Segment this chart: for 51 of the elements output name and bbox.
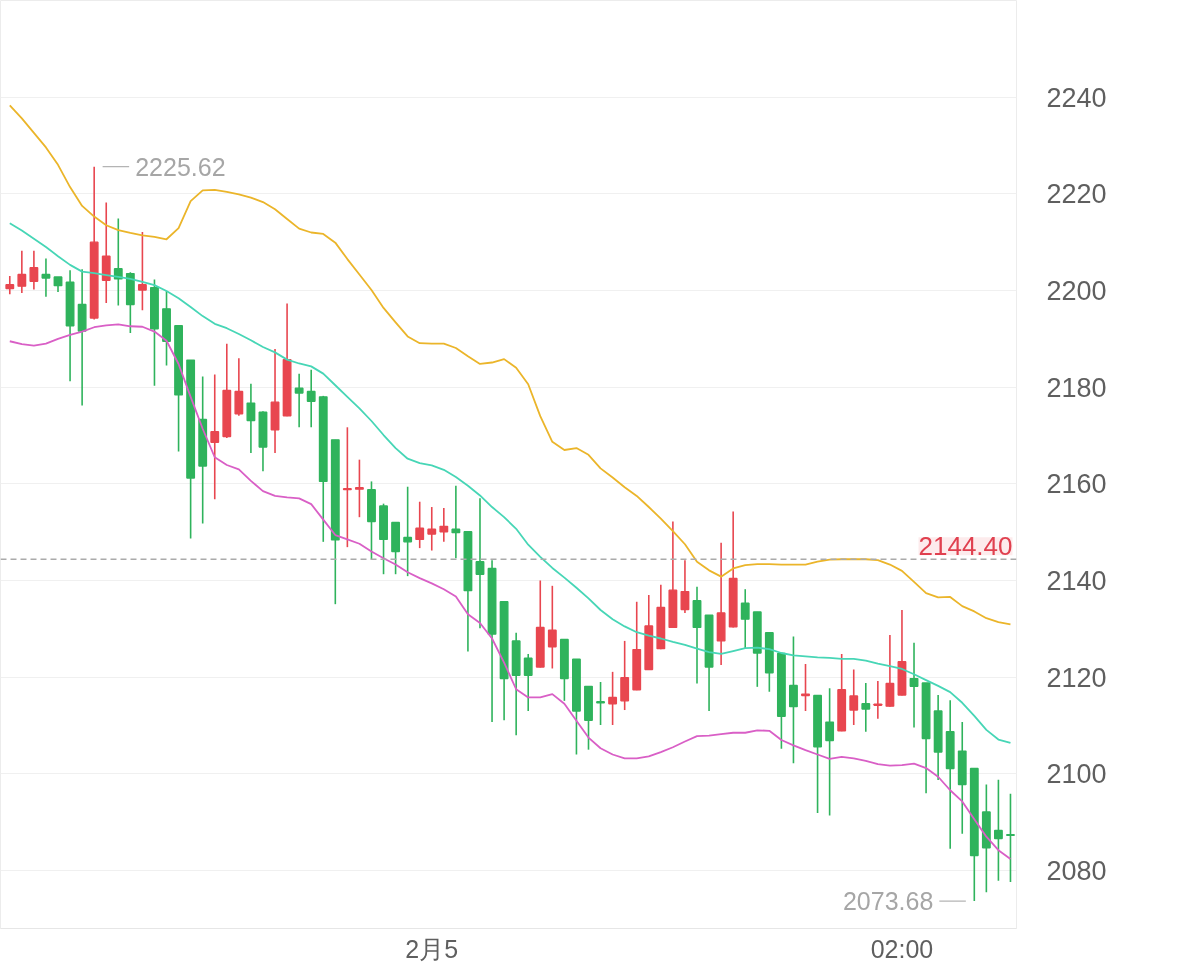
candlestick — [680, 559, 690, 614]
candlestick — [234, 357, 244, 417]
candlestick — [909, 642, 919, 729]
line-series — [8, 222, 1012, 744]
candlestick — [246, 382, 256, 454]
candlestick — [789, 635, 798, 764]
candlestick — [475, 497, 485, 630]
line-series — [8, 323, 1012, 860]
candlestick — [596, 681, 605, 726]
y-tick-label: 2240 — [1046, 82, 1107, 113]
y-tick-label: 2220 — [1046, 179, 1107, 210]
candlestick — [439, 507, 449, 543]
y-tick-label: 2180 — [1046, 372, 1107, 403]
candlestick — [620, 640, 630, 711]
candlestick — [29, 250, 39, 291]
candlestick — [547, 585, 557, 670]
candlestick — [993, 778, 1003, 882]
candlestick — [403, 485, 413, 577]
candlestick — [415, 500, 425, 549]
candlestick — [849, 668, 859, 726]
ref-line-label: 2144.40 — [918, 531, 1013, 562]
candlestick — [294, 372, 304, 429]
candlestick — [5, 275, 15, 296]
y-tick-label: 2140 — [1046, 566, 1107, 596]
candlestick — [451, 484, 461, 560]
annotation: 2225.62 — [135, 152, 226, 181]
y-tick-label: 2120 — [1046, 662, 1107, 693]
candlestick — [861, 682, 871, 733]
y-tick-label: 2160 — [1046, 469, 1107, 500]
x-tick-label: 02:00 — [870, 934, 934, 963]
candlestick — [41, 257, 51, 298]
candlestick — [1006, 792, 1015, 883]
candlestick — [885, 634, 895, 708]
annotation: 2073.68 — [842, 887, 934, 916]
candlestick — [354, 458, 364, 518]
candlestick — [210, 373, 220, 501]
y-tick-label: 2080 — [1046, 856, 1107, 886]
candlestick — [608, 671, 618, 726]
candlestick — [523, 653, 533, 712]
candlestick — [137, 231, 147, 312]
candlestick — [306, 368, 316, 429]
candlestick — [740, 588, 750, 650]
candlestick — [825, 687, 835, 817]
candlestick — [427, 506, 437, 552]
y-tick-label: 2200 — [1046, 276, 1107, 306]
candlestick — [17, 250, 27, 294]
y-tick-label: 2100 — [1046, 759, 1107, 790]
candlestick — [801, 663, 810, 712]
x-tick-label: 2月5 — [405, 934, 459, 963]
line-series — [8, 104, 1012, 626]
candlestick — [342, 426, 352, 548]
